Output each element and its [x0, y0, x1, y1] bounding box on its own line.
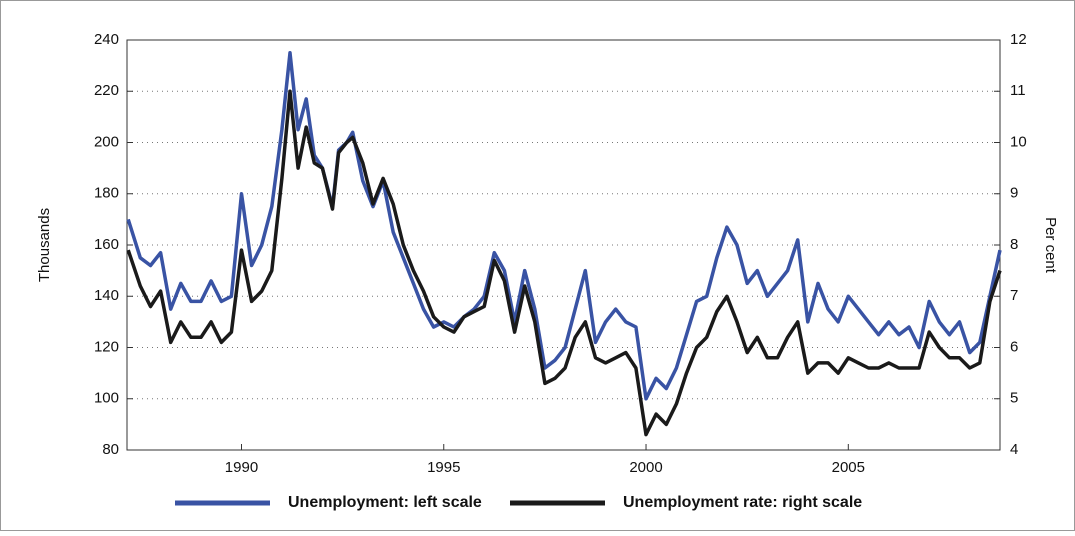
x-tick-label: 2005: [832, 459, 865, 476]
legend-label: Unemployment: left scale: [288, 494, 482, 511]
y2-tick-label: 9: [1010, 185, 1018, 202]
series-line: [126, 89, 1002, 437]
legend-label: Unemployment rate: right scale: [623, 494, 862, 511]
y2-tick-label: 4: [1010, 441, 1018, 458]
plot-frame: [126, 39, 1001, 451]
y-tick-label: 220: [94, 82, 119, 99]
y2-tick-label: 11: [1010, 82, 1026, 99]
x-tick-label: 2000: [629, 459, 662, 476]
y-tick-label: 80: [102, 441, 119, 458]
y2-tick-label: 8: [1010, 236, 1018, 253]
y-axis-label: Thousands: [36, 208, 53, 282]
series-line: [126, 51, 1002, 401]
y2-tick-label: 7: [1010, 287, 1018, 304]
x-tick-label: 1990: [225, 459, 258, 476]
x-tick-label: 1995: [427, 459, 460, 476]
y-tick-label: 200: [94, 133, 119, 150]
y-tick-label: 160: [94, 236, 119, 253]
y2-tick-label: 6: [1010, 338, 1018, 355]
y-tick-label: 240: [94, 31, 119, 48]
y2-tick-label: 10: [1010, 133, 1027, 150]
y-tick-label: 120: [94, 338, 119, 355]
y-tick-label: 140: [94, 287, 119, 304]
y2-tick-label: 12: [1010, 31, 1027, 48]
y2-axis-label: Per cent: [1042, 217, 1059, 274]
y-tick-label: 100: [94, 390, 119, 407]
y-tick-label: 180: [94, 185, 119, 202]
y2-tick-label: 5: [1010, 390, 1018, 407]
